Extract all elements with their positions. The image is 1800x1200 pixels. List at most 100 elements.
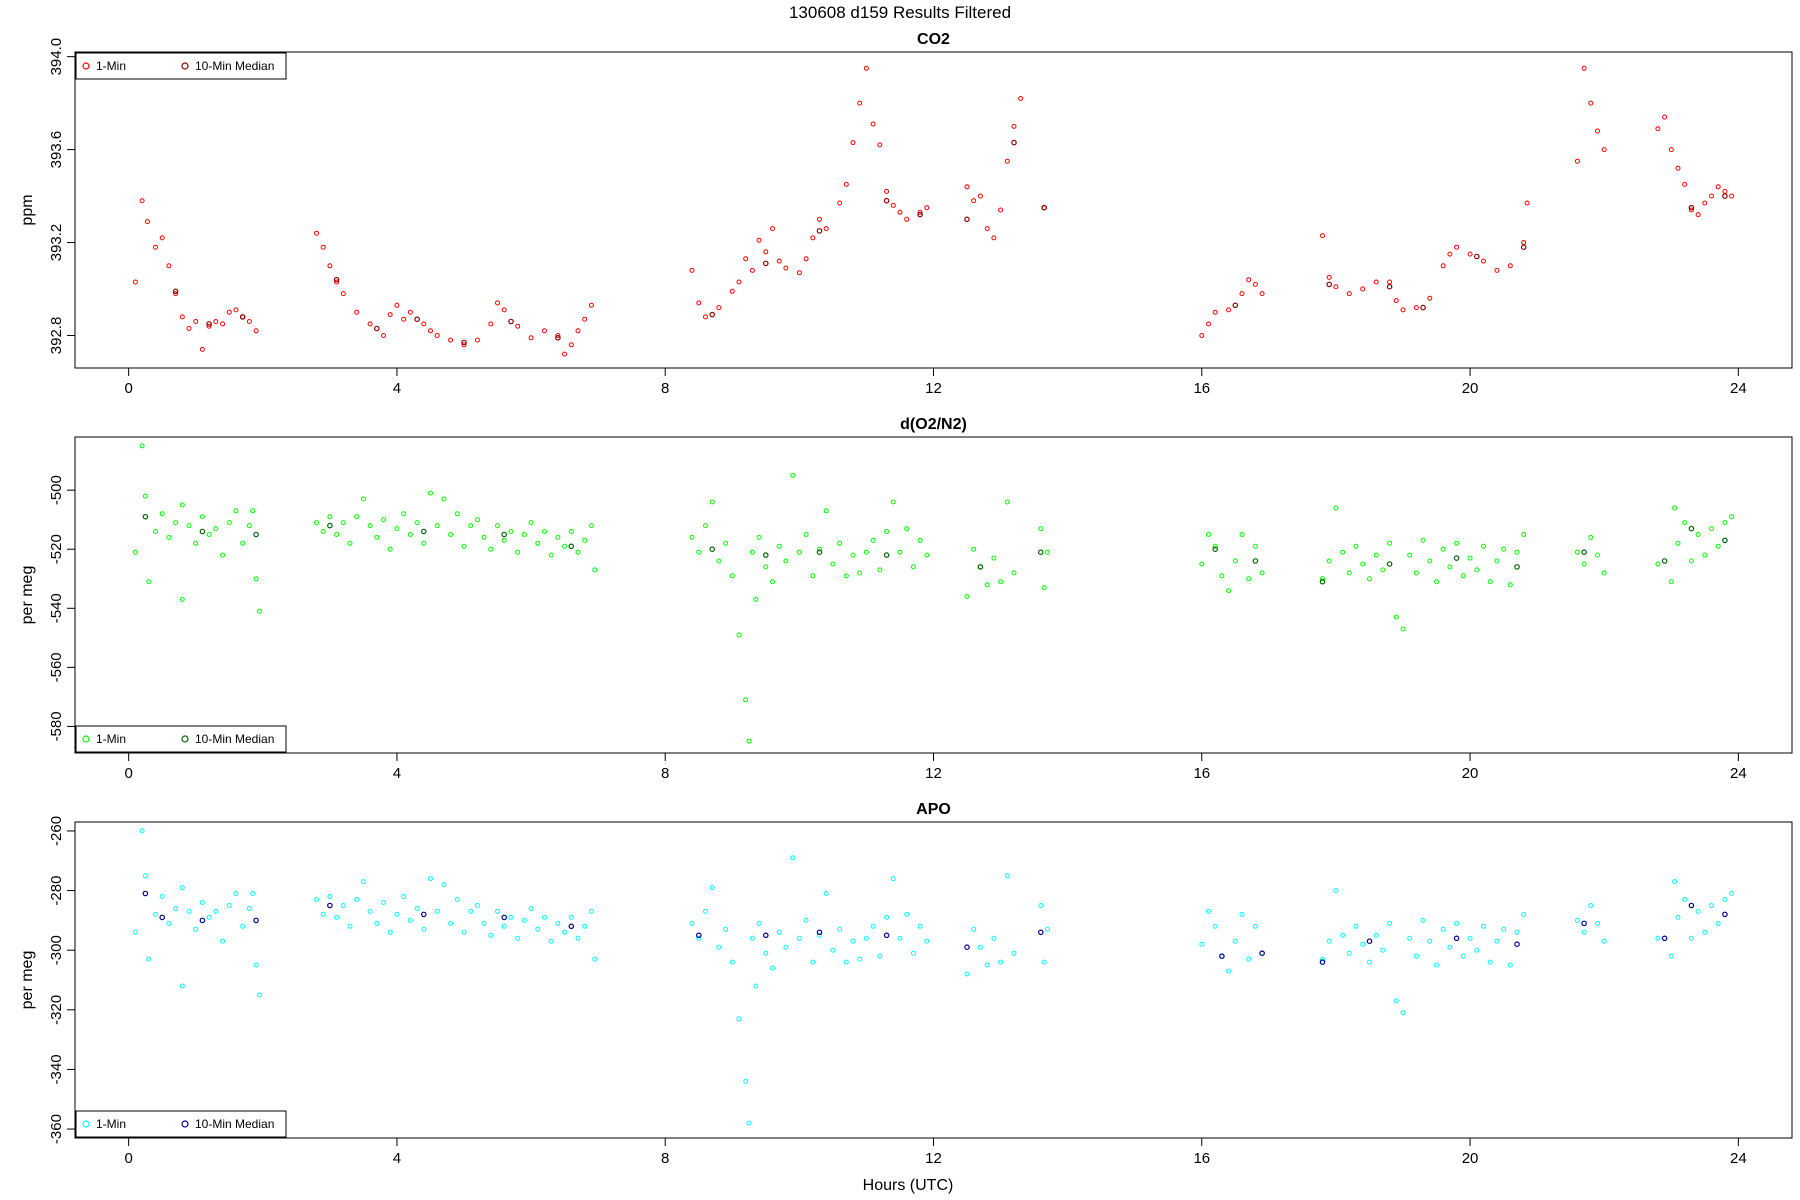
legend-box <box>75 725 287 753</box>
data-point <box>132 929 138 935</box>
x-axis: 0 4 8 12 16 20 24 <box>124 753 1747 782</box>
data-point <box>320 911 326 917</box>
data-point <box>1326 274 1332 280</box>
data-point <box>461 543 467 549</box>
data-point <box>132 549 138 555</box>
data-point <box>213 526 219 532</box>
data-point <box>441 496 447 502</box>
data-point <box>240 923 246 929</box>
data-point <box>173 520 179 526</box>
y-tick-label: -360 <box>48 1114 65 1144</box>
data-point <box>1454 920 1460 926</box>
data-point <box>373 325 380 332</box>
data-point <box>250 891 256 896</box>
data-point <box>689 267 695 273</box>
data-point <box>716 944 722 950</box>
data-point <box>588 523 594 529</box>
data-point <box>991 935 997 941</box>
data-point <box>883 552 890 558</box>
data-point <box>1595 128 1600 134</box>
data-point <box>863 549 869 555</box>
data-point <box>1373 279 1379 285</box>
data-point <box>535 926 541 932</box>
data-point <box>1413 953 1419 959</box>
data-point <box>1427 295 1433 301</box>
data-point <box>548 552 554 558</box>
data-point <box>213 908 219 914</box>
data-point <box>320 244 326 250</box>
data-point <box>206 532 212 537</box>
data-point <box>1514 929 1520 935</box>
data-point <box>220 938 226 944</box>
data-point <box>746 1120 752 1126</box>
data-point <box>964 184 970 190</box>
data-point <box>790 855 796 861</box>
data-point <box>1387 540 1393 546</box>
data-point <box>924 552 930 558</box>
data-point <box>1655 561 1661 567</box>
y-axis-label: per meg <box>19 566 36 625</box>
data-point <box>515 323 521 329</box>
data-point <box>1246 277 1252 283</box>
data-point <box>1715 184 1721 190</box>
data-point <box>823 891 829 896</box>
data-point <box>762 260 769 267</box>
data-point <box>964 216 970 223</box>
data-point <box>501 923 507 929</box>
data-point <box>1682 520 1688 526</box>
data-point <box>709 885 715 891</box>
data-point <box>142 873 148 879</box>
data-point <box>206 914 212 920</box>
data-point <box>374 920 380 926</box>
data-point <box>1393 614 1399 620</box>
data-point <box>1447 564 1453 570</box>
data-point <box>206 323 212 329</box>
data-point <box>575 549 581 555</box>
y-tick-label: 392.8 <box>48 317 65 355</box>
data-point <box>132 279 138 285</box>
data-point <box>917 923 923 929</box>
x-tick-label: 12 <box>925 1150 942 1167</box>
data-point <box>334 279 340 285</box>
data-point <box>233 891 239 896</box>
data-point <box>823 226 829 232</box>
data-point <box>1239 911 1245 917</box>
data-point <box>790 472 796 478</box>
data-point <box>582 537 588 543</box>
data-point <box>1520 244 1527 251</box>
data-point <box>172 288 179 295</box>
data-point <box>428 328 433 334</box>
data-point <box>1722 911 1728 918</box>
data-point <box>1434 579 1439 585</box>
data-point <box>1038 549 1044 556</box>
data-point <box>1722 520 1728 526</box>
data-point <box>1420 304 1426 311</box>
data-point <box>166 920 172 926</box>
data-point <box>173 291 179 297</box>
data-point <box>1501 546 1507 552</box>
data-point <box>508 529 514 534</box>
data-point <box>897 935 903 941</box>
data-point <box>381 517 386 523</box>
data-point <box>816 929 823 936</box>
data-point <box>146 956 152 962</box>
data-point <box>1440 546 1446 552</box>
data-point <box>1447 251 1453 257</box>
data-point <box>1011 139 1017 146</box>
data-point <box>1346 570 1352 576</box>
data-point <box>803 532 809 537</box>
data-point <box>1045 549 1050 555</box>
series-one-min <box>132 65 1735 357</box>
data-point <box>327 263 333 269</box>
data-point <box>817 546 822 552</box>
data-point <box>1702 552 1708 558</box>
x-tick-label: 20 <box>1462 380 1479 397</box>
data-point <box>213 319 219 324</box>
data-point <box>1514 941 1520 948</box>
data-point <box>897 209 903 215</box>
data-point <box>1259 291 1265 297</box>
data-point <box>495 300 500 306</box>
data-point <box>1360 941 1366 947</box>
data-point <box>1387 920 1393 926</box>
